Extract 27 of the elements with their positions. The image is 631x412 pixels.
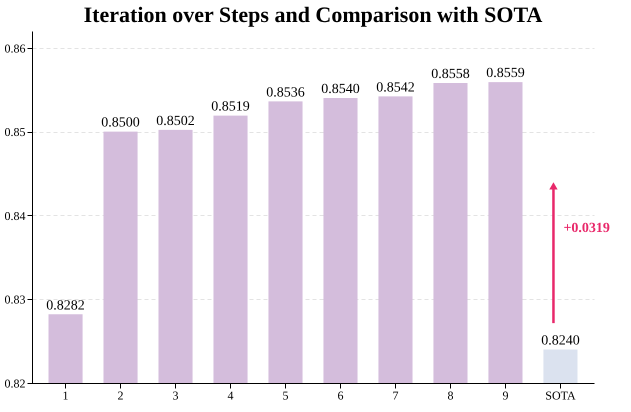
annotation: +0.0319 — [563, 221, 610, 236]
x-tick-label: SOTA — [545, 388, 576, 402]
data-label: 0.8542 — [376, 80, 415, 96]
data-label: 0.8502 — [156, 114, 195, 129]
data-label: 0.8500 — [101, 116, 140, 131]
data-label: 0.8536 — [266, 85, 305, 100]
y-tick-label: 0.82 — [4, 376, 26, 390]
x-tick-label: 2 — [118, 388, 124, 402]
data-label: 0.8540 — [321, 82, 360, 98]
y-tick-label: 0.84 — [4, 208, 26, 223]
x-tick-label: 3 — [172, 388, 179, 402]
data-label: 0.8558 — [431, 66, 470, 82]
y-tick-label: 0.85 — [4, 125, 26, 140]
x-tick-label: 6 — [337, 388, 344, 402]
x-tick-label: 5 — [282, 388, 289, 402]
y-tick-label: 0.83 — [4, 292, 26, 307]
x-tick-label: 7 — [392, 388, 398, 402]
data-label: 0.8282 — [46, 298, 85, 314]
data-label: 0.8559 — [486, 66, 525, 82]
data-label: 0.8240 — [541, 333, 580, 348]
x-tick-label: 1 — [62, 388, 69, 402]
x-tick-label: 9 — [502, 388, 508, 402]
x-tick-label: 4 — [228, 388, 234, 402]
y-tick-label: 0.86 — [4, 41, 26, 56]
data-label: 0.8519 — [211, 100, 250, 115]
chart-title: Iteration over Steps and Comparison with SOTA — [84, 2, 542, 27]
x-tick-label: 8 — [447, 388, 454, 402]
